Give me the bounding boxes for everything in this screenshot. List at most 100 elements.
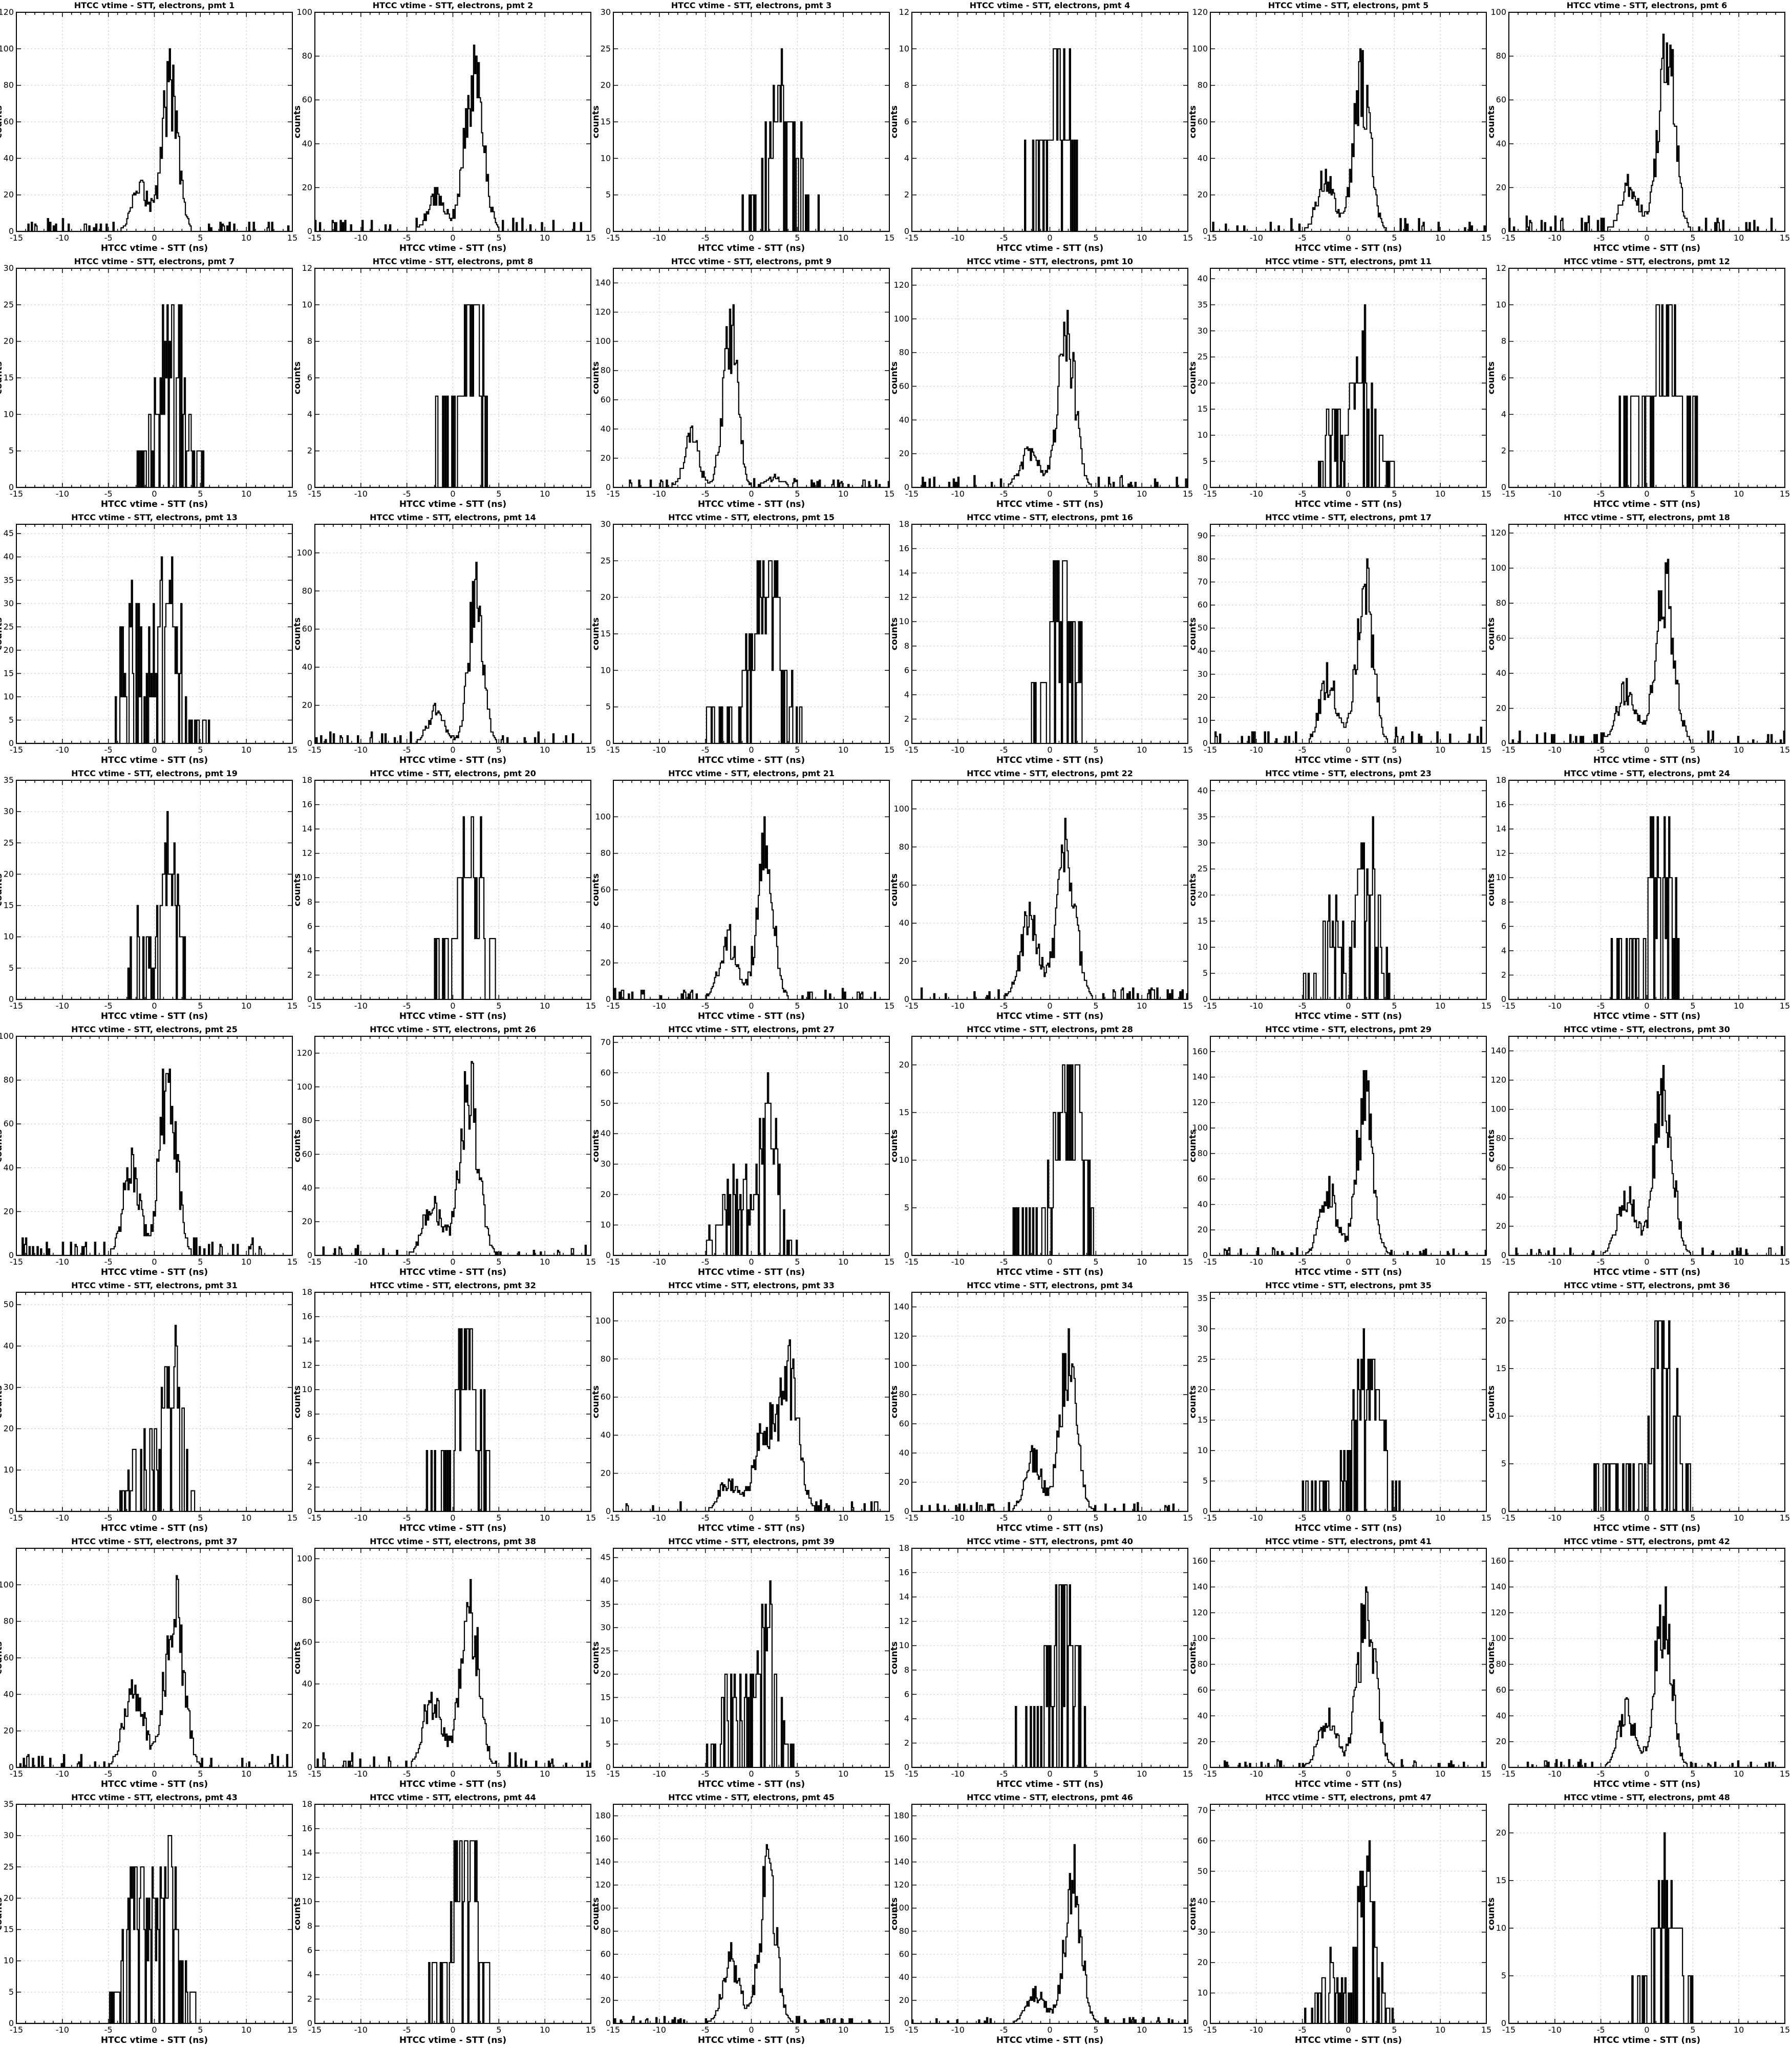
- y-tick-label: 80: [601, 848, 611, 858]
- axes-frame: [1508, 1548, 1785, 1768]
- x-tick-label: -5: [1298, 233, 1307, 243]
- x-tick-label: 5: [795, 745, 800, 755]
- y-tick-label: 16: [1496, 800, 1506, 809]
- histogram-panel: -15 -10 -5 0 5 10 15 0 5 10 15 20 25 30 35 40 HTCC vtime…: [1188, 768, 1492, 1024]
- x-tick-label: 0: [749, 233, 754, 243]
- axes-frame: [314, 1036, 591, 1256]
- histogram-series: [16, 48, 292, 232]
- x-tick-label: 15: [884, 233, 894, 243]
- histogram-title: HTCC vtime - STT, electrons, pmt 13: [71, 513, 238, 522]
- y-tick-label: 18: [899, 1543, 909, 1553]
- y-tick-label: 40: [1496, 1192, 1506, 1202]
- y-tick-label: 80: [899, 348, 909, 357]
- histogram-title: HTCC vtime - STT, electrons, pmt 11: [1265, 257, 1432, 266]
- y-axis-label: counts: [292, 617, 303, 650]
- y-tick-label: 14: [302, 824, 312, 834]
- x-tick-label: 5: [795, 1257, 800, 1267]
- y-tick-label: 0: [9, 994, 14, 1004]
- x-tick-label: -5: [1298, 1001, 1307, 1011]
- x-tick-label: -10: [1548, 1001, 1562, 1011]
- y-axis-label: counts: [292, 1129, 303, 1162]
- y-tick-label: 20: [1198, 1384, 1208, 1394]
- y-tick-label: 40: [1198, 1199, 1208, 1209]
- histogram-title: HTCC vtime - STT, electrons, pmt 30: [1564, 1025, 1730, 1034]
- x-axis-label: HTCC vtime - STT (ns): [698, 1523, 805, 1533]
- x-tick-label: 0: [152, 1001, 157, 1011]
- histogram-panel: -15 -10 -5 0 5 10 15 0 20 40 60 80 100 HTCC vtime - S…: [889, 768, 1194, 1024]
- x-axis-label: HTCC vtime - STT (ns): [1593, 1011, 1700, 1021]
- y-tick-label: 60: [601, 1392, 611, 1402]
- y-axis-label: counts: [889, 1385, 900, 1418]
- x-tick-label: -10: [1548, 233, 1562, 243]
- histogram-panel: -15 -10 -5 0 5 10 15 0 20 40 60 80 100 HTCC vtime - S…: [591, 768, 895, 1024]
- x-tick-label: -5: [1000, 745, 1008, 755]
- histogram-series: [1509, 816, 1785, 1000]
- y-tick-label: 4: [904, 153, 909, 163]
- y-tick-label: 6: [307, 921, 312, 931]
- x-tick-label: -5: [403, 233, 411, 243]
- y-tick-label: 80: [601, 366, 611, 375]
- x-axis-label: HTCC vtime - STT (ns): [101, 243, 208, 253]
- x-tick-label: 15: [1780, 233, 1790, 243]
- x-tick-label: -5: [104, 745, 113, 755]
- y-tick-label: 40: [1198, 273, 1208, 283]
- x-tick-label: 15: [287, 1513, 297, 1523]
- histogram-title: HTCC vtime - STT, electrons, pmt 28: [967, 1025, 1133, 1034]
- y-tick-label: 12: [899, 7, 909, 17]
- y-tick-label: 40: [601, 1128, 611, 1138]
- y-tick-label: 0: [1203, 226, 1208, 236]
- y-tick-label: 6: [307, 1945, 312, 1955]
- x-tick-label: 5: [1690, 489, 1695, 499]
- x-tick-label: 10: [540, 2025, 550, 2035]
- x-tick-label: -10: [56, 489, 69, 499]
- x-tick-label: 0: [450, 1513, 455, 1523]
- y-axis-label: counts: [1188, 1129, 1198, 1162]
- x-tick-label: 10: [838, 1257, 848, 1267]
- x-tick-label: 15: [1481, 1001, 1491, 1011]
- x-tick-label: -15: [905, 489, 919, 499]
- x-tick-label: -5: [701, 1769, 710, 1779]
- x-tick-label: -5: [701, 233, 710, 243]
- y-tick-label: 100: [296, 1082, 312, 1092]
- y-axis-label: counts: [0, 1897, 4, 1930]
- x-tick-label: 5: [795, 1001, 800, 1011]
- x-tick-label: 5: [1392, 745, 1397, 755]
- x-tick-label: 5: [1093, 1513, 1098, 1523]
- y-tick-label: 50: [4, 1299, 14, 1309]
- y-axis-label: counts: [0, 617, 4, 650]
- x-tick-label: 0: [1346, 1001, 1351, 1011]
- x-axis-label: HTCC vtime - STT (ns): [101, 1779, 208, 1789]
- x-tick-label: -15: [1502, 1513, 1516, 1523]
- x-axis-label: HTCC vtime - STT (ns): [698, 243, 805, 253]
- y-axis-label: counts: [1486, 105, 1497, 138]
- axes-frame: [314, 524, 591, 744]
- y-tick-label: 120: [1192, 1097, 1208, 1107]
- histogram-svg: -15 -10 -5 0 5 10 15 0 2 4 6 8 10 12 HTCC vtime - STT,…: [1486, 257, 1790, 509]
- x-tick-label: 10: [1435, 745, 1445, 755]
- y-tick-label: 120: [1490, 1608, 1506, 1617]
- y-tick-label: 40: [601, 1576, 611, 1586]
- histogram-svg: -15 -10 -5 0 5 10 15 0 5 10 15 20 25 30 35 HTCC vtime -…: [1188, 1281, 1491, 1533]
- y-tick-label: 5: [9, 1987, 14, 1997]
- histogram-panel: -15 -10 -5 0 5 10 15 0 2 4 6 8 10 12 14 16 18 HTCC vtime …: [292, 768, 597, 1024]
- y-tick-label: 25: [601, 44, 611, 53]
- histogram-title: HTCC vtime - STT, electrons, pmt 41: [1265, 1537, 1432, 1546]
- y-tick-label: 35: [4, 775, 14, 785]
- y-tick-label: 20: [1198, 190, 1208, 200]
- y-tick-label: 5: [9, 963, 14, 973]
- x-tick-label: 0: [749, 489, 754, 499]
- x-tick-label: 0: [1047, 489, 1052, 499]
- y-axis-label: counts: [292, 361, 303, 394]
- histogram-title: HTCC vtime - STT, electrons, pmt 5: [1268, 1, 1429, 10]
- y-tick-label: 0: [307, 1506, 312, 1516]
- histogram-title: HTCC vtime - STT, electrons, pmt 14: [370, 513, 536, 522]
- y-tick-label: 0: [1203, 1762, 1208, 1772]
- x-tick-label: 0: [1047, 745, 1052, 755]
- histogram-title: HTCC vtime - STT, electrons, pmt 25: [71, 1025, 238, 1034]
- y-tick-label: 20: [302, 700, 312, 710]
- histogram-series: [1210, 48, 1486, 232]
- x-tick-label: 0: [450, 233, 455, 243]
- x-tick-label: -15: [1204, 1001, 1217, 1011]
- y-tick-label: 70: [601, 1037, 611, 1047]
- x-tick-label: 0: [749, 1769, 754, 1779]
